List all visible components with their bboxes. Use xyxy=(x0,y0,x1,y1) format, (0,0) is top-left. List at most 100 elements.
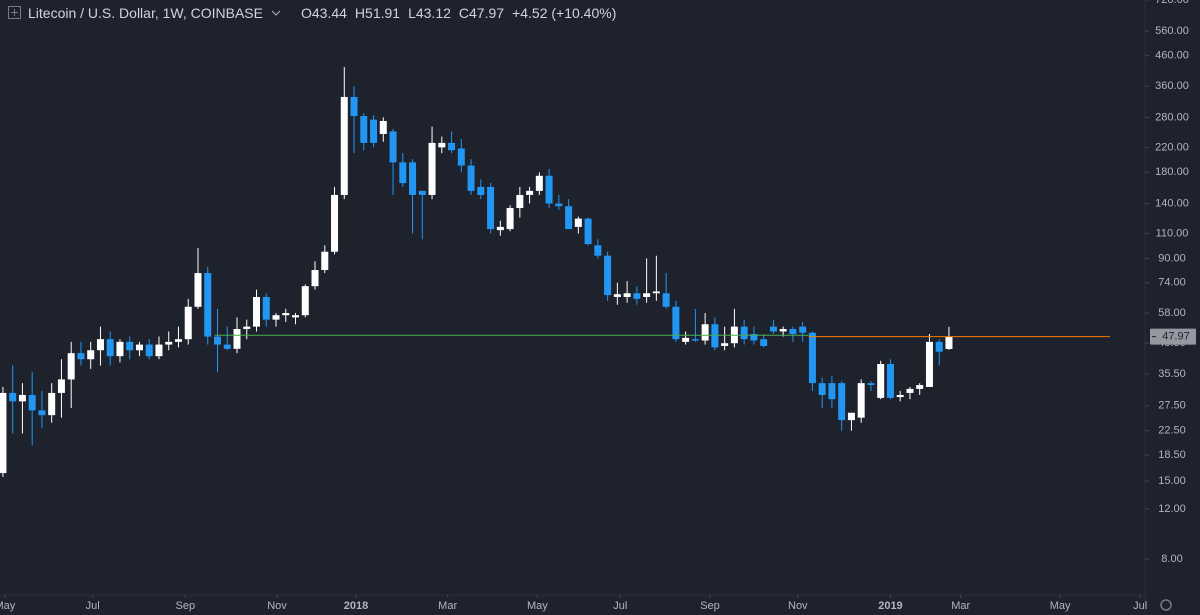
candle-body xyxy=(311,270,319,287)
candle-body xyxy=(331,194,339,252)
candle-body xyxy=(682,337,690,342)
candle-body xyxy=(847,412,855,421)
candle-body xyxy=(769,326,777,332)
x-tick-label: Sep xyxy=(700,600,720,612)
x-tick-label: Jul xyxy=(613,600,627,612)
symbol-title[interactable]: Litecoin / U.S. Dollar, 1W, COINBASE xyxy=(28,5,263,21)
ohlc-high: H51.91 xyxy=(354,5,401,21)
candle-body xyxy=(672,306,680,340)
candle-body xyxy=(526,190,534,195)
candle-body xyxy=(438,142,446,148)
candle-body xyxy=(409,162,417,195)
x-tick-label: 2019 xyxy=(878,600,902,612)
x-tick-label: Mar xyxy=(438,600,457,612)
candle-body xyxy=(243,326,251,330)
y-tick-label: 220.00 xyxy=(1155,141,1189,153)
y-tick-label: 18.50 xyxy=(1158,449,1186,461)
candle-body xyxy=(145,344,153,357)
candle-body xyxy=(48,392,56,416)
toggle-icon[interactable] xyxy=(8,6,22,20)
x-tick-label: May xyxy=(1050,600,1071,612)
candle-body xyxy=(223,344,231,349)
y-tick-label: 15.00 xyxy=(1158,475,1186,487)
candle-body xyxy=(565,206,573,230)
candle-body xyxy=(643,293,651,297)
x-tick-label: May xyxy=(0,600,16,612)
candle-body xyxy=(467,165,475,191)
y-tick-label: 720.00 xyxy=(1155,0,1189,6)
candle-body xyxy=(711,324,719,348)
y-tick-label: 140.00 xyxy=(1155,197,1189,209)
candle-body xyxy=(301,286,309,316)
candle-body xyxy=(77,353,85,360)
candle-body xyxy=(28,394,36,411)
candle-body xyxy=(516,194,524,209)
y-tick-label: 58.00 xyxy=(1158,307,1186,319)
candle-body xyxy=(740,326,748,340)
candle-body xyxy=(935,341,943,352)
legend-header: Litecoin / U.S. Dollar, 1W, COINBASE O43… xyxy=(8,3,624,23)
y-tick-label: 560.00 xyxy=(1155,25,1189,37)
candle-body xyxy=(321,251,329,271)
last-price-box xyxy=(1150,328,1196,345)
candle-body xyxy=(535,175,543,191)
candle-body xyxy=(213,336,221,345)
candle-body xyxy=(760,339,768,346)
gear[interactable] xyxy=(1160,599,1172,611)
candle-body xyxy=(877,363,885,398)
candle-body xyxy=(448,142,456,151)
y-tick-label: 110.00 xyxy=(1156,227,1189,239)
y-tick-label: 180.00 xyxy=(1155,166,1189,178)
x-tick-label: May xyxy=(527,600,548,612)
chevron[interactable] xyxy=(271,6,281,20)
candle-body xyxy=(9,392,17,402)
candle-body xyxy=(799,326,807,333)
y-tick-label: 460.00 xyxy=(1155,50,1189,62)
x-tick-label: Nov xyxy=(267,600,287,612)
last-price-label: 47.97 xyxy=(1162,331,1190,343)
candle-body xyxy=(613,294,621,297)
settings-icon[interactable] xyxy=(1160,599,1172,611)
candle-body xyxy=(584,218,592,245)
candle-body xyxy=(155,344,163,357)
candle-body xyxy=(194,273,202,307)
candle-body xyxy=(828,383,836,400)
candle-body xyxy=(574,218,582,227)
y-tick-label: 280.00 xyxy=(1155,111,1189,123)
candle-body xyxy=(506,208,514,230)
candle-body xyxy=(857,383,865,418)
y-tick-label: 12.00 xyxy=(1158,503,1186,515)
candle-body xyxy=(662,293,670,307)
candle-body xyxy=(945,336,953,349)
candle-body xyxy=(253,296,261,327)
box[interactable] xyxy=(8,6,21,19)
candle-body xyxy=(135,344,143,351)
candle-body xyxy=(174,339,182,342)
candle-body xyxy=(0,392,7,474)
y-tick-label: 22.50 xyxy=(1158,425,1186,437)
candle-body xyxy=(496,226,504,231)
candle-body xyxy=(370,119,378,143)
candle-body xyxy=(282,313,290,316)
plus[interactable] xyxy=(11,9,18,16)
x-tick-label: Sep xyxy=(176,600,196,612)
candle-body xyxy=(906,388,914,393)
candle-body xyxy=(838,383,846,421)
candle-body xyxy=(165,341,173,345)
chevron-path[interactable] xyxy=(271,10,281,16)
y-tick-label: 360.00 xyxy=(1155,80,1189,92)
candle-body xyxy=(789,329,797,334)
x-tick-label: Jul xyxy=(1133,600,1147,612)
candle-body xyxy=(67,353,75,380)
x-tick-label: Nov xyxy=(788,600,808,612)
candle-body xyxy=(106,339,114,357)
candle-body xyxy=(633,293,641,299)
candle-body xyxy=(340,96,348,195)
candle-body xyxy=(379,120,387,134)
candle-body xyxy=(272,315,280,320)
y-tick-label: 8.00 xyxy=(1161,553,1182,565)
candle-body xyxy=(886,363,894,398)
candle-body xyxy=(204,273,212,337)
